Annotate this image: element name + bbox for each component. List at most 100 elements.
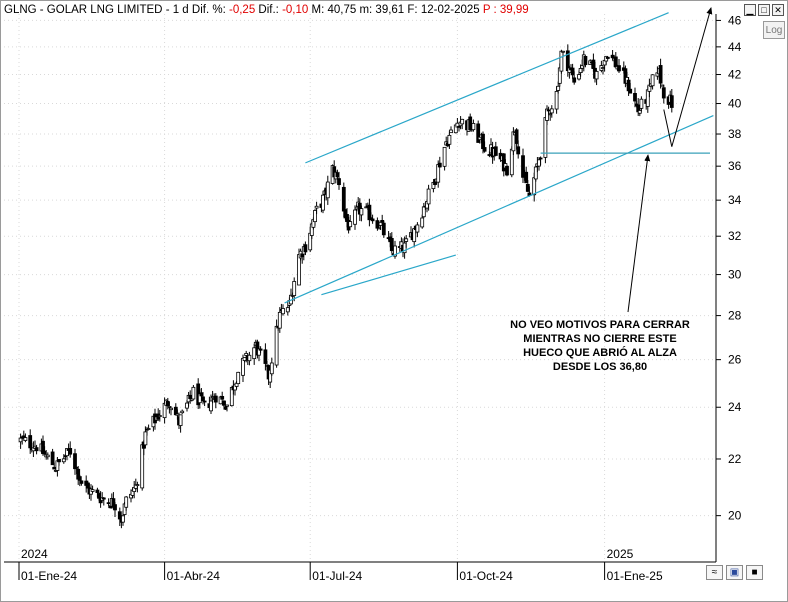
y-tick-label: 36 <box>728 159 742 173</box>
candle-body <box>51 452 54 465</box>
candle-body <box>555 91 558 109</box>
annotation-line: HUECO QUE ABRIÓ AL ALZA <box>523 346 677 359</box>
axes <box>4 14 716 562</box>
candle-body <box>189 395 192 398</box>
y-tick-label: 40 <box>728 97 742 111</box>
candle-body <box>544 118 547 158</box>
candle-body <box>86 483 89 488</box>
candle-body <box>662 88 665 98</box>
candle-body <box>560 51 563 71</box>
y-tick-label: 26 <box>728 353 742 367</box>
save-icon[interactable]: ▣ <box>726 565 743 580</box>
candle-body <box>136 485 139 486</box>
candle-body <box>517 147 520 154</box>
candle-body <box>640 99 643 108</box>
candle-body <box>483 147 486 151</box>
candle-body <box>443 147 446 166</box>
candle-body <box>326 182 329 198</box>
candle-body <box>314 210 317 221</box>
candle-body <box>629 89 632 93</box>
candle-body <box>224 407 227 409</box>
candle-body <box>638 110 641 113</box>
candle-body <box>602 68 605 69</box>
candle-body <box>202 397 205 401</box>
candle-body <box>248 355 251 360</box>
y-tick-label: 34 <box>728 193 742 207</box>
candle-body <box>510 149 513 175</box>
candle-body <box>533 178 536 195</box>
candle-body <box>114 505 117 510</box>
candle-body <box>422 207 425 217</box>
candle-body <box>96 490 99 493</box>
candle-body <box>176 414 179 415</box>
candles <box>19 44 673 528</box>
candle-body <box>670 96 673 108</box>
candle-body <box>58 459 61 461</box>
bottom-toolbar: ≈ ▣ ■ <box>706 565 763 580</box>
candle-body <box>450 130 453 133</box>
candle-body <box>355 207 358 209</box>
candle-body <box>469 117 472 130</box>
candle-body <box>179 415 182 426</box>
candle-body <box>550 109 553 113</box>
candle-body <box>53 467 56 469</box>
candle-body <box>342 187 345 211</box>
y-tick-label: 32 <box>728 229 742 243</box>
candle-body <box>125 497 128 507</box>
channel-touch-line <box>321 255 455 295</box>
candle-body <box>286 308 289 312</box>
candle-body <box>29 436 32 448</box>
candle-body <box>24 438 27 441</box>
candle-body <box>416 225 419 232</box>
candle-body <box>539 158 542 159</box>
candle-body <box>270 363 273 374</box>
fullscreen-icon[interactable]: ■ <box>746 565 763 580</box>
candle-body <box>166 401 169 405</box>
candle-body <box>168 406 171 407</box>
candle-body <box>534 167 537 179</box>
candle-body <box>221 396 224 399</box>
candle-body <box>390 238 393 250</box>
candle-body <box>46 455 49 457</box>
candle-body <box>634 93 637 101</box>
candle-body <box>245 353 248 355</box>
candle-body <box>43 451 46 454</box>
candle-body <box>122 516 125 522</box>
candle-body <box>515 130 518 144</box>
candle-body <box>448 135 451 144</box>
candle-body <box>595 71 598 78</box>
candle-body <box>253 348 256 359</box>
candle-body <box>381 220 384 222</box>
candle-body <box>376 221 379 229</box>
candle-body <box>78 477 81 481</box>
candle-body <box>611 55 614 58</box>
x-tick-label: 01-Oct-24 <box>459 569 513 583</box>
candle-body <box>243 357 246 360</box>
channel-lower-line <box>285 116 714 303</box>
candle-body <box>192 387 195 399</box>
candle-body <box>618 66 621 71</box>
candle-body <box>382 223 385 235</box>
annotation-line: DESDE LOS 36,80 <box>553 361 647 373</box>
candle-body <box>458 126 461 127</box>
candle-body <box>264 350 267 364</box>
candle-body <box>107 503 110 504</box>
candle-body <box>549 114 552 115</box>
grid <box>4 14 716 562</box>
y-tick-label: 22 <box>728 452 742 466</box>
x-tick-label: 01-Ene-25 <box>607 569 663 583</box>
candle-body <box>98 493 101 498</box>
candle-body <box>200 393 203 396</box>
candle-body <box>74 454 77 469</box>
projection-arrow-down <box>664 110 672 147</box>
candle-body <box>371 219 374 221</box>
candle-body <box>413 229 416 242</box>
candle-body <box>526 184 529 191</box>
candle-body <box>349 222 352 227</box>
chart-scale-icon[interactable]: ≈ <box>706 565 723 580</box>
y-tick-label: 28 <box>728 309 742 323</box>
x-tick-label: 01-Ene-24 <box>21 569 77 583</box>
candle-body <box>578 75 581 79</box>
candle-body <box>102 498 105 499</box>
